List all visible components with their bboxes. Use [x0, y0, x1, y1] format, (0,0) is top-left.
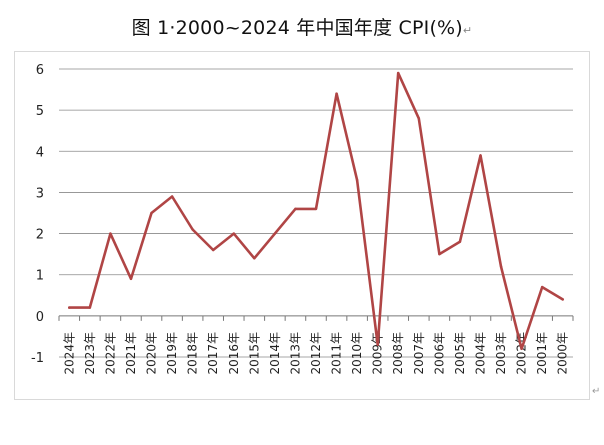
data-point-2018年 — [191, 228, 194, 231]
x-tick-label-15: 2009年 — [371, 332, 385, 375]
gridlines — [59, 68, 573, 358]
y-tick-label-5: 4 — [36, 145, 44, 160]
x-tick-label-9: 2015年 — [247, 332, 261, 375]
x-tick-label-13: 2011年 — [330, 332, 344, 375]
y-tick-label-7: 6 — [36, 63, 44, 78]
x-tick-label-19: 2005年 — [453, 332, 467, 375]
x-axis — [58, 315, 574, 321]
x-tick-label-21: 2003年 — [494, 332, 508, 375]
x-tick-label-24: 2000年 — [556, 332, 570, 375]
x-tick-label-6: 2018年 — [186, 332, 200, 375]
y-tick-label-3: 2 — [36, 228, 44, 243]
x-tick-label-12: 2012年 — [309, 332, 323, 375]
data-point-2009年 — [376, 343, 379, 346]
x-tick-label-10: 2014年 — [268, 332, 282, 375]
x-tick-label-16: 2008年 — [391, 332, 405, 375]
data-point-2000年 — [561, 298, 564, 301]
chart-title: 图 1·2000~2024 年中国年度 CPI(%)↵ — [0, 13, 604, 40]
x-axis-ticks: 2024年 2023年 2022年 2021年 2020年 2019年 2018年 2017年… — [62, 332, 569, 375]
data-point-2024年 — [68, 306, 71, 309]
y-axis-ticks: -1 0 1 2 3 4 5 6 — [31, 63, 44, 366]
data-point-2012年 — [314, 207, 318, 211]
data-point-2021年 — [129, 277, 133, 281]
data-point-2020年 — [150, 211, 153, 215]
title-return-mark: ↵ — [462, 24, 473, 37]
chart-title-text: 图 1·2000~2024 年中国年度 CPI(%) — [131, 17, 463, 39]
corner-return-mark: ↵ — [592, 386, 601, 397]
data-point-2017年 — [212, 248, 215, 252]
x-tick-label-0: 2024年 — [62, 332, 76, 375]
data-point-2019年 — [170, 195, 174, 198]
series-line-0 — [68, 71, 565, 351]
x-tick-label-17: 2007年 — [412, 332, 426, 375]
data-point-2004年 — [479, 154, 482, 157]
data-point-2003年 — [499, 265, 503, 268]
data-point-2023年 — [88, 306, 92, 309]
x-tick-label-4: 2020年 — [145, 332, 159, 375]
x-tick-label-7: 2017年 — [206, 332, 220, 375]
y-tick-label-6: 5 — [36, 104, 44, 119]
x-tick-label-5: 2019年 — [165, 332, 179, 375]
data-point-2005年 — [458, 240, 462, 243]
data-point-2006年 — [438, 252, 441, 256]
data-point-2014年 — [273, 232, 277, 235]
series-layer — [68, 71, 565, 351]
chart-frame — [14, 51, 590, 400]
x-tick-label-22: 2002年 — [515, 332, 529, 375]
x-tick-label-8: 2016年 — [227, 332, 241, 375]
data-point-2001年 — [540, 285, 544, 289]
x-tick-label-23: 2001年 — [535, 332, 549, 375]
data-point-2007年 — [417, 117, 420, 120]
data-point-2016年 — [232, 232, 235, 235]
data-point-2022年 — [109, 232, 112, 235]
y-tick-label-1: 0 — [36, 310, 44, 325]
y-tick-label-0: -1 — [31, 351, 44, 366]
data-point-2011年 — [335, 92, 338, 95]
data-point-2002年 — [520, 347, 523, 350]
x-tick-label-18: 2006年 — [432, 332, 446, 375]
x-tick-label-20: 2004年 — [473, 332, 487, 375]
y-tick-label-2: 1 — [36, 269, 44, 284]
x-tick-label-3: 2021年 — [124, 332, 138, 375]
data-point-2010年 — [355, 178, 359, 182]
data-point-2013年 — [294, 207, 297, 211]
data-point-2008年 — [397, 71, 400, 75]
x-tick-label-1: 2023年 — [83, 332, 97, 375]
data-point-2015年 — [253, 257, 256, 260]
x-tick-label-11: 2013年 — [288, 332, 302, 375]
x-tick-label-2: 2022年 — [103, 332, 117, 375]
y-tick-label-4: 3 — [36, 186, 44, 201]
x-tick-label-14: 2010年 — [350, 332, 364, 375]
